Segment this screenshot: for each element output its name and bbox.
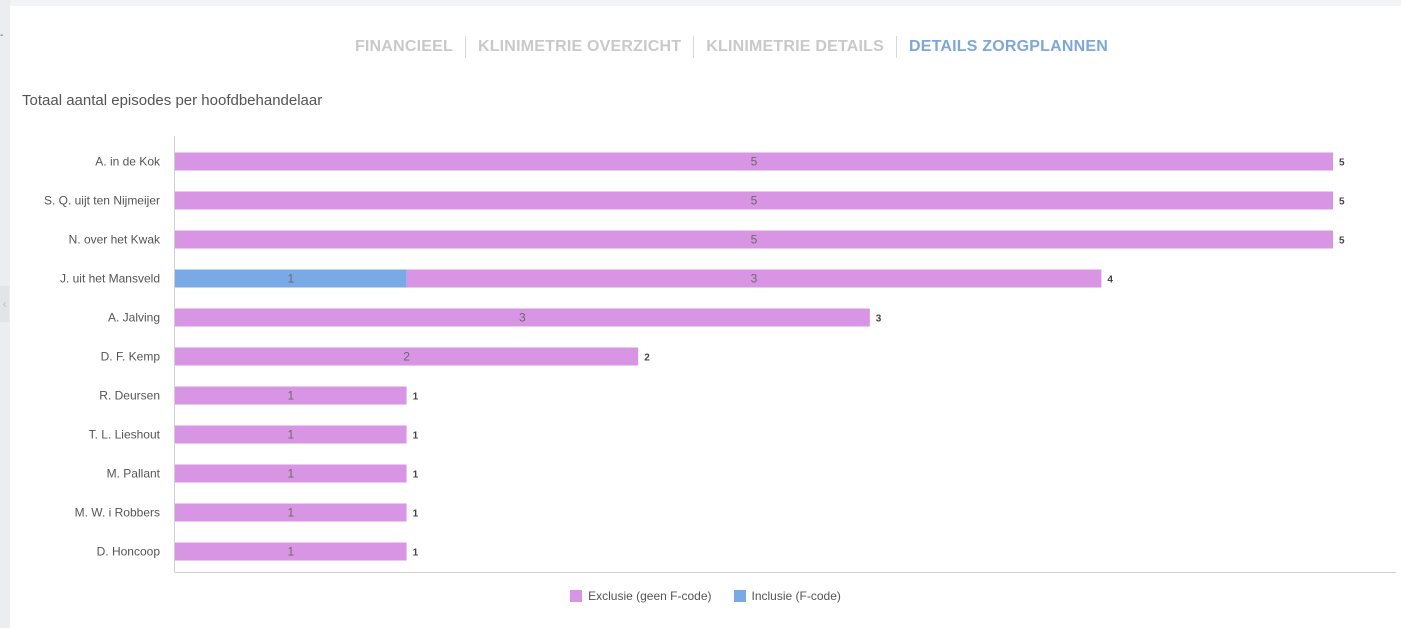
bar-segment-inclusie bbox=[175, 269, 407, 288]
legend-label-exclusie: Exclusie (geen F-code) bbox=[588, 589, 712, 603]
data-label-exclusie: 5 bbox=[751, 194, 758, 208]
category-label: J. uit het Mansveld bbox=[60, 272, 160, 286]
total-label: 5 bbox=[1339, 236, 1345, 247]
chart-legend: Exclusie (geen F-code) Inclusie (F-code) bbox=[10, 589, 1401, 603]
legend-swatch-exclusie bbox=[570, 590, 583, 602]
bar-segment-exclusie bbox=[406, 269, 1102, 288]
legend-label-inclusie: Inclusie (F-code) bbox=[751, 589, 841, 603]
category-label: T. L. Lieshout bbox=[89, 428, 161, 442]
tab-klinimetrie-overzicht[interactable]: KLINIMETRIE OVERZICHT bbox=[477, 38, 682, 55]
left-sidebar-strip: - ‹ bbox=[0, 0, 10, 628]
tab-divider bbox=[464, 36, 466, 58]
total-label: 5 bbox=[1339, 158, 1345, 169]
data-label-exclusie: 2 bbox=[403, 350, 410, 364]
data-label-exclusie: 5 bbox=[751, 155, 758, 169]
bar-segment-exclusie bbox=[175, 542, 407, 561]
data-label-exclusie: 1 bbox=[287, 467, 294, 481]
total-label: 1 bbox=[413, 431, 419, 442]
bar-segment-exclusie bbox=[175, 308, 870, 327]
bar-segment-exclusie bbox=[175, 230, 1333, 249]
tab-divider bbox=[895, 36, 897, 58]
bar-segment-exclusie bbox=[175, 503, 407, 522]
chart-title: Totaal aantal episodes per hoofdbehandel… bbox=[22, 92, 323, 109]
category-label: N. over het Kwak bbox=[69, 233, 161, 247]
data-label-exclusie: 3 bbox=[519, 311, 526, 325]
tab-bar: FINANCIEEL KLINIMETRIE OVERZICHT KLINIME… bbox=[36, 36, 1401, 58]
category-label: D. F. Kemp bbox=[101, 350, 161, 364]
category-label: S. Q. uijt ten Nijmeijer bbox=[44, 194, 160, 208]
total-label: 2 bbox=[644, 353, 650, 364]
legend-item-exclusie[interactable]: Exclusie (geen F-code) bbox=[570, 589, 712, 603]
data-label-exclusie: 1 bbox=[287, 428, 294, 442]
data-label-exclusie: 3 bbox=[751, 272, 758, 286]
data-label-exclusie: 1 bbox=[287, 506, 294, 520]
category-label: A. in de Kok bbox=[95, 155, 161, 169]
bar-segment-exclusie bbox=[175, 386, 407, 405]
bar-segment-exclusie bbox=[175, 425, 407, 444]
category-label: A. Jalving bbox=[108, 311, 160, 325]
sidebar-toggle-icon[interactable]: ‹ bbox=[0, 286, 9, 322]
data-label-inclusie: 1 bbox=[287, 272, 294, 286]
sidebar-edge-mark: - bbox=[0, 30, 4, 41]
total-label: 1 bbox=[413, 509, 419, 520]
bar-chart: A. in de Kok 5 5 S. Q. uijt ten Nijmeijer 5 5… bbox=[44, 136, 1396, 573]
bar-segment-exclusie bbox=[175, 464, 407, 483]
dashboard-card: FINANCIEEL KLINIMETRIE OVERZICHT KLINIME… bbox=[10, 6, 1401, 628]
bar-segment-exclusie bbox=[175, 191, 1333, 210]
data-label-exclusie: 1 bbox=[287, 545, 294, 559]
total-label: 5 bbox=[1339, 197, 1345, 208]
legend-item-inclusie[interactable]: Inclusie (F-code) bbox=[733, 589, 841, 603]
tab-financieel[interactable]: FINANCIEEL bbox=[354, 38, 453, 55]
total-label: 1 bbox=[413, 548, 419, 559]
tab-divider bbox=[693, 36, 695, 58]
category-label: M. W. i Robbers bbox=[75, 506, 160, 520]
category-label: R. Deursen bbox=[99, 389, 160, 403]
legend-swatch-inclusie bbox=[733, 590, 746, 602]
tab-details-zorgplannen[interactable]: DETAILS ZORGPLANNEN bbox=[908, 38, 1109, 55]
tab-klinimetrie-details[interactable]: KLINIMETRIE DETAILS bbox=[706, 38, 884, 55]
data-label-exclusie: 5 bbox=[751, 233, 758, 247]
total-label: 1 bbox=[413, 392, 419, 403]
total-label: 3 bbox=[876, 314, 882, 325]
category-label: D. Honcoop bbox=[97, 545, 161, 559]
bar-segment-exclusie bbox=[175, 152, 1333, 171]
total-label: 1 bbox=[413, 470, 419, 481]
bar-segment-exclusie bbox=[175, 347, 639, 366]
total-label: 4 bbox=[1107, 275, 1113, 286]
data-label-exclusie: 1 bbox=[287, 389, 294, 403]
category-label: M. Pallant bbox=[107, 467, 161, 481]
